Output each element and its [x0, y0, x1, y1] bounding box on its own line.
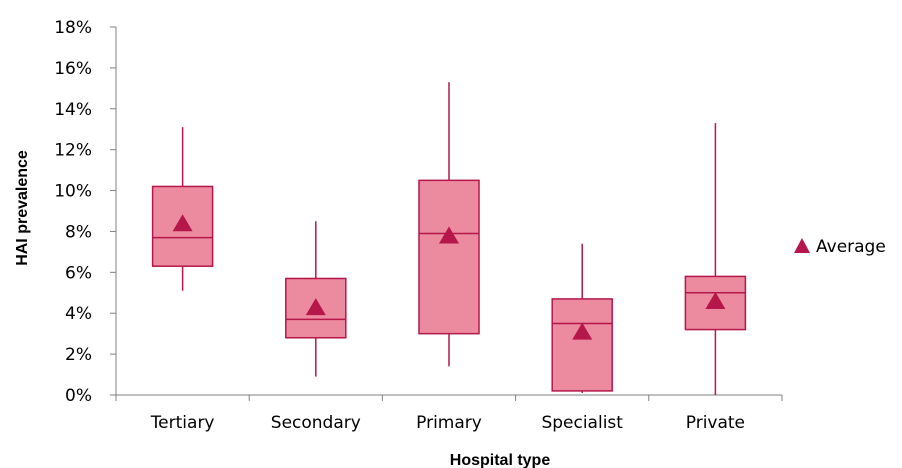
legend: Average	[794, 237, 886, 257]
x-tick-label: Secondary	[271, 413, 361, 433]
box-tertiary	[151, 127, 214, 291]
legend-average-label: Average	[816, 237, 886, 257]
x-tick-label: Specialist	[541, 413, 623, 433]
average-marker	[172, 214, 193, 232]
y-tick-label: 0%	[65, 386, 92, 406]
legend-average-marker	[794, 238, 810, 253]
box-series	[151, 82, 747, 395]
x-axis-title: Hospital type	[450, 452, 551, 468]
y-tick-label: 2%	[65, 345, 92, 365]
box-secondary	[285, 221, 347, 377]
y-tick-label: 8%	[65, 222, 92, 242]
y-tick-label: 18%	[54, 18, 92, 38]
average-marker	[572, 322, 593, 340]
average-marker	[305, 298, 326, 316]
average-marker	[439, 226, 459, 244]
box-iqr	[551, 298, 613, 392]
y-axis-title: HAI prevalence	[14, 150, 31, 266]
box-primary	[418, 82, 480, 367]
y-tick-label: 12%	[54, 141, 92, 161]
x-tick-label: Tertiary	[150, 413, 215, 433]
y-tick-label: 6%	[65, 263, 92, 283]
y-tick-label: 10%	[54, 182, 92, 202]
box-specialist	[551, 243, 613, 393]
y-tick-label: 16%	[54, 59, 92, 79]
x-tick-label: Primary	[416, 413, 482, 433]
average-marker	[705, 291, 726, 309]
x-axis: Tertiary Secondary Primary Specialist Privat…	[115, 394, 783, 433]
box-private	[684, 123, 747, 395]
y-tick-label: 4%	[65, 304, 92, 324]
box-iqr	[418, 179, 480, 335]
y-tick-label: 14%	[54, 100, 92, 120]
y-axis: 0% 2% 4% 6% 8% 10% 12% 14% 16% 18%	[54, 18, 117, 406]
x-tick-label: Private	[686, 413, 745, 433]
